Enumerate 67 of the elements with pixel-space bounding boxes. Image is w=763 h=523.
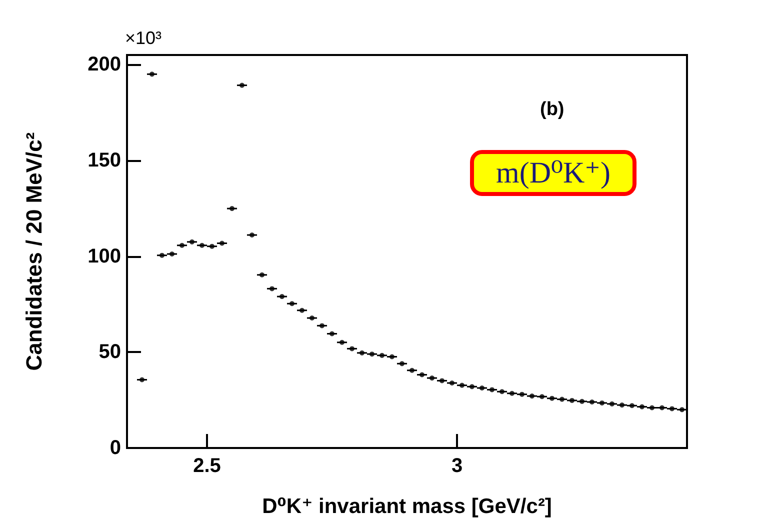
y-tick-label: 50 (98, 341, 121, 364)
point (170, 251, 174, 256)
point (200, 242, 204, 248)
point (410, 368, 414, 373)
point (640, 404, 644, 410)
point (470, 384, 474, 390)
point (210, 244, 214, 249)
point (230, 206, 234, 212)
x-axis-title: D⁰K⁺ invariant mass [GeV/c²] (262, 495, 552, 518)
point (360, 350, 364, 356)
point (500, 389, 504, 394)
point (440, 378, 444, 384)
point (630, 403, 634, 408)
point (160, 252, 164, 258)
point (280, 294, 284, 300)
point (650, 405, 654, 410)
y-tick-label: 100 (88, 245, 121, 268)
point (350, 346, 354, 352)
y-tick-label: 200 (88, 54, 121, 76)
point (370, 352, 374, 357)
point (250, 232, 254, 238)
point (480, 385, 484, 390)
point (430, 376, 434, 381)
point (560, 396, 564, 402)
annotation: m(D⁰K⁺) (496, 156, 611, 190)
point (520, 392, 524, 397)
point (260, 272, 264, 278)
point (140, 377, 144, 382)
point (330, 331, 334, 336)
point (150, 72, 154, 77)
point (580, 398, 584, 404)
point (670, 406, 674, 412)
point (610, 401, 614, 406)
x-tick-label: 3 (451, 455, 463, 477)
text: ×10³ (125, 28, 162, 48)
annotation: (b) (540, 99, 564, 120)
point (460, 382, 464, 388)
point (590, 399, 594, 404)
y-tick-label: 150 (88, 149, 121, 172)
point (180, 242, 184, 248)
point (680, 407, 684, 412)
point (660, 405, 664, 410)
point (310, 316, 314, 321)
x-tick-label: 2.5 (193, 455, 221, 477)
point (300, 308, 304, 313)
point (320, 323, 324, 328)
point (540, 394, 544, 400)
point (390, 354, 394, 360)
point (400, 361, 404, 366)
point (220, 240, 224, 246)
point (550, 396, 554, 401)
y-axis-title: Candidates / 20 MeV/c² (22, 132, 46, 371)
point (380, 352, 384, 358)
point (570, 398, 574, 403)
point (530, 394, 534, 399)
point (190, 239, 194, 244)
y-tick-label: 0 (110, 437, 121, 459)
point (340, 340, 344, 345)
point (420, 372, 424, 378)
point (270, 286, 274, 292)
point (450, 380, 454, 386)
point (290, 301, 294, 306)
point (490, 387, 494, 392)
point (620, 402, 624, 408)
point (240, 82, 244, 88)
point (510, 390, 514, 396)
point (600, 400, 604, 406)
